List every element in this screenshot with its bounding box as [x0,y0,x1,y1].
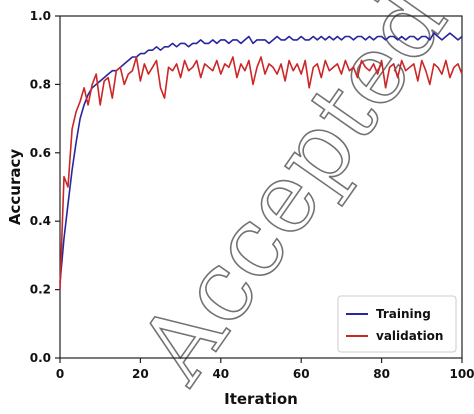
x-tick-label: 100 [449,367,474,381]
y-tick-label: 0.0 [30,351,51,365]
series-lines [59,32,463,290]
x-tick-label: 0 [56,367,64,381]
legend-box [337,295,457,353]
x-tick-label: 80 [373,367,390,381]
legend-label-training: Training [376,307,431,321]
legend: Training validation [337,295,457,353]
y-tick-label: 0.8 [30,77,51,91]
y-axis-title: Accuracy [6,149,24,225]
plot-frame [59,15,463,359]
ticks: 0 20 40 60 80 100 0.0 0.2 0.4 0.6 0.8 1.0 [30,9,474,381]
y-tick-label: 0.2 [30,283,51,297]
x-tick-label: 40 [212,367,229,381]
x-tick-label: 60 [293,367,310,381]
legend-label-validation: validation [376,329,443,343]
series-line-training [59,32,463,283]
axes [59,15,463,359]
x-axis-title: Iteration [224,390,298,408]
y-tick-label: 1.0 [30,9,51,23]
x-tick-label: 20 [132,367,149,381]
y-tick-label: 0.4 [30,214,51,228]
series-line-validation [59,56,463,290]
y-tick-label: 0.6 [30,146,51,160]
